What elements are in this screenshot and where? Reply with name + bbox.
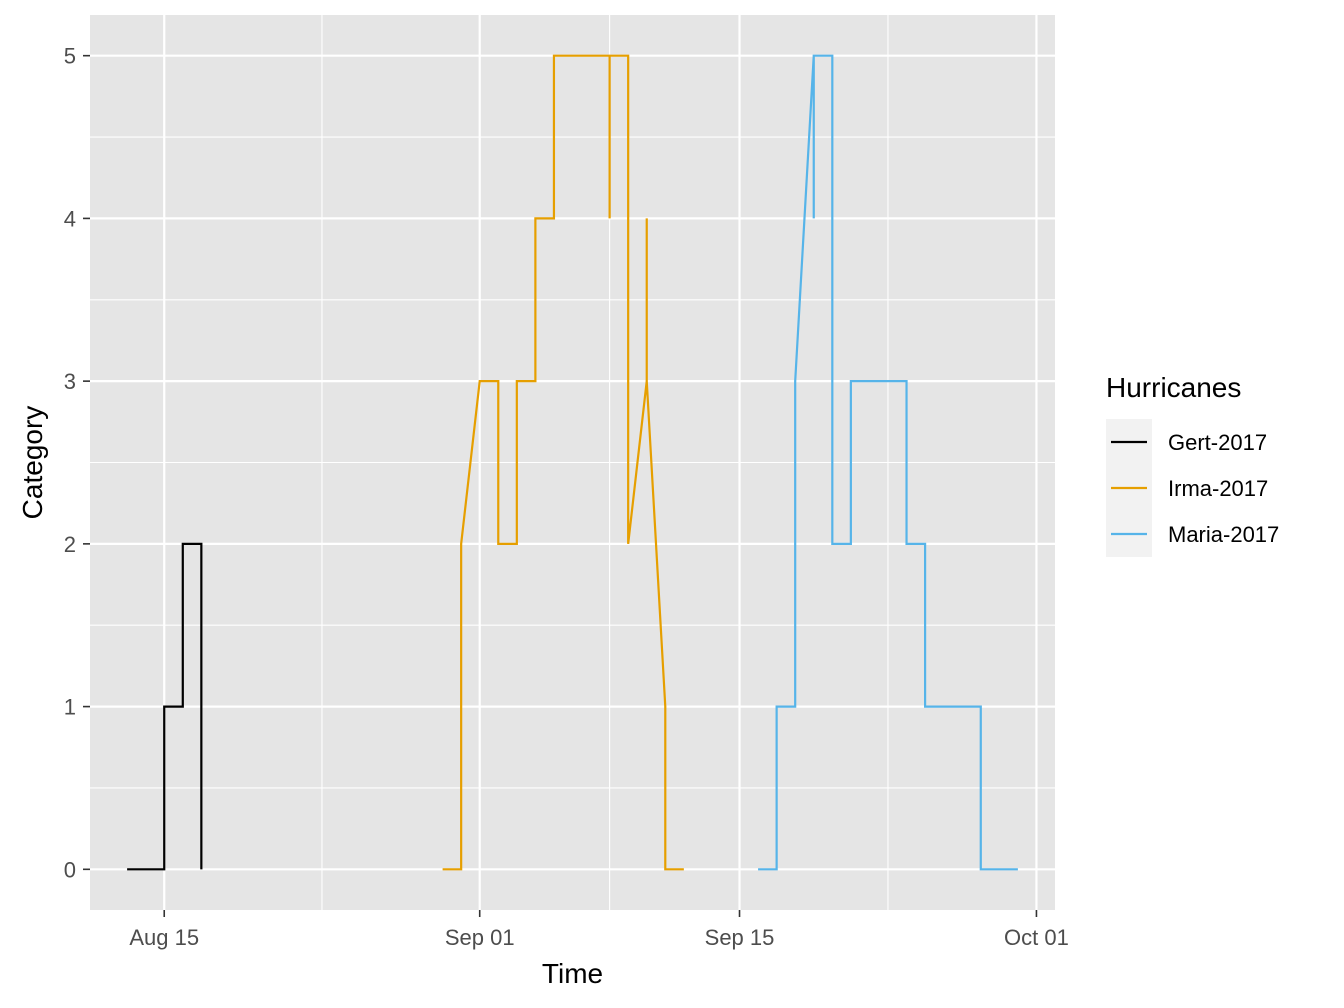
x-tick-label: Sep 15 xyxy=(705,925,775,950)
x-axis-title: Time xyxy=(542,958,603,989)
legend: Hurricanes Gert-2017 Irma-2017 Maria-2017 xyxy=(1106,372,1279,557)
x-tick-label: Aug 15 xyxy=(129,925,199,950)
series-line-gert-2017 xyxy=(127,542,203,871)
x-tick-label: Oct 01 xyxy=(1004,925,1069,950)
grid-major xyxy=(90,15,1055,910)
legend-label: Maria-2017 xyxy=(1168,522,1279,547)
x-axis: Aug 15 Sep 01 Sep 15 Oct 01 xyxy=(129,910,1069,950)
y-tick-label: 0 xyxy=(64,857,76,882)
y-axis: 0 1 2 3 4 5 xyxy=(64,44,90,882)
x-tick-label: Sep 01 xyxy=(445,925,515,950)
legend-label: Gert-2017 xyxy=(1168,430,1267,455)
legend-title: Hurricanes xyxy=(1106,372,1241,403)
y-tick-label: 3 xyxy=(64,369,76,394)
grid-minor xyxy=(90,15,1055,910)
y-tick-label: 2 xyxy=(64,532,76,557)
y-axis-title: Category xyxy=(17,406,48,520)
y-tick-label: 4 xyxy=(64,206,76,231)
series-line-maria-2017 xyxy=(758,54,1018,871)
y-tick-label: 1 xyxy=(64,695,76,720)
y-tick-label: 5 xyxy=(64,44,76,69)
series-line-irma-2017 xyxy=(442,54,684,871)
series-lines xyxy=(127,54,1018,871)
legend-label: Irma-2017 xyxy=(1168,476,1268,501)
